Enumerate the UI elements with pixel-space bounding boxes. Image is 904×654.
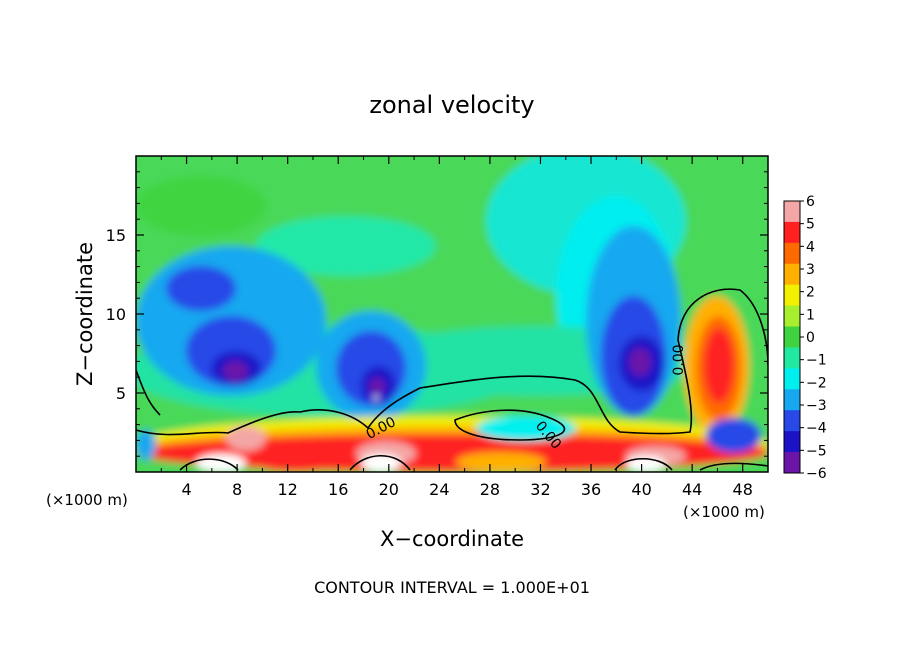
x-tick-label: 40 <box>631 480 651 499</box>
x-tick-label: 16 <box>328 480 348 499</box>
zero-contour-surface-3 <box>614 458 673 471</box>
x-tick-label: 36 <box>581 480 601 499</box>
colorbar-swatch <box>784 242 800 265</box>
colorbar-swatch <box>784 410 800 432</box>
zero-contour-lens <box>454 409 566 441</box>
colorbar-label: 1 <box>806 307 815 323</box>
colorbar-label: −3 <box>806 398 827 414</box>
field-region <box>166 266 236 311</box>
y-tick-label: 15 <box>106 226 126 245</box>
y-tick-label: 5 <box>116 384 126 403</box>
x-tick-label: 20 <box>379 480 399 499</box>
field-region <box>223 361 248 381</box>
x-tick-label: 8 <box>232 480 242 499</box>
field-region <box>196 454 246 472</box>
contour-label: 0.00 <box>671 344 687 375</box>
colorbar-label: 0 <box>806 330 815 346</box>
contour-interval: CONTOUR INTERVAL = 1.000E+01 <box>314 578 590 597</box>
zero-contour-lower <box>136 288 768 436</box>
colorbar-swatch <box>784 452 800 474</box>
field-region <box>476 416 576 441</box>
colorbar: 6 5 4 3 2 1 0 −1 −2 −3 −4 −5 −6 <box>783 194 827 482</box>
colorbar-label: 4 <box>806 239 815 255</box>
colorbar-swatch <box>784 368 800 390</box>
zero-contour-surface-4 <box>699 462 768 471</box>
colorbar-label: −2 <box>806 375 827 391</box>
field-region <box>361 454 401 472</box>
colorbar-swatch <box>784 221 800 244</box>
colorbar-swatch <box>784 389 800 411</box>
x-tick-label: 32 <box>530 480 550 499</box>
y-axis-label: Z−coordinate <box>73 242 97 386</box>
field-region <box>136 176 266 236</box>
x-unit-right: (×1000 m) <box>683 503 765 521</box>
field-region <box>373 396 379 400</box>
colorbar-swatch <box>784 284 800 307</box>
colorbar-label: −1 <box>806 353 827 369</box>
x-axis-label: X−coordinate <box>380 527 524 551</box>
colorbar-label: 6 <box>806 194 815 210</box>
x-tick-label: 28 <box>480 480 500 499</box>
colorbar-label: −5 <box>806 443 827 459</box>
field-region <box>369 378 385 394</box>
zero-contours <box>136 288 768 471</box>
colorbar-swatch <box>784 326 800 348</box>
x-tick-label: 12 <box>278 480 298 499</box>
colorbar-label: −4 <box>806 421 827 437</box>
colorbar-swatch <box>784 201 800 223</box>
field-region <box>706 418 761 453</box>
y-tick-label: 10 <box>106 305 126 324</box>
field-region <box>456 452 546 472</box>
colorbar-swatch <box>784 347 800 369</box>
colorbar-label: −6 <box>806 466 827 482</box>
x-unit-left: (×1000 m) <box>46 491 128 509</box>
colorbar-swatch <box>784 305 800 328</box>
velocity-field <box>136 156 768 472</box>
colorbar-label: 3 <box>806 262 815 278</box>
field-region <box>256 216 436 276</box>
field-region <box>629 348 651 376</box>
field-region <box>704 328 734 403</box>
colorbar-label: 5 <box>806 217 815 233</box>
zero-contour-surface-1 <box>179 458 239 471</box>
field-region <box>136 430 156 460</box>
plot-area <box>136 156 768 472</box>
zero-contour-surface-2 <box>349 455 411 471</box>
colorbar-label: 2 <box>806 285 815 301</box>
colorbar-swatch <box>784 431 800 453</box>
x-tick-label: 48 <box>733 480 753 499</box>
zero-contour-upper-left <box>136 369 161 416</box>
colorbar-swatch <box>784 263 800 286</box>
x-tick-label: 44 <box>682 480 702 499</box>
x-tick-label: 24 <box>429 480 449 499</box>
field-region <box>256 456 336 472</box>
y-axis: 5 10 15 <box>106 171 768 457</box>
x-tick-label: 4 <box>181 480 191 499</box>
x-axis: 4 8 12 16 20 24 28 32 36 40 44 48 <box>160 156 753 499</box>
field-region <box>226 426 266 451</box>
chart-title: zonal velocity <box>369 91 534 119</box>
